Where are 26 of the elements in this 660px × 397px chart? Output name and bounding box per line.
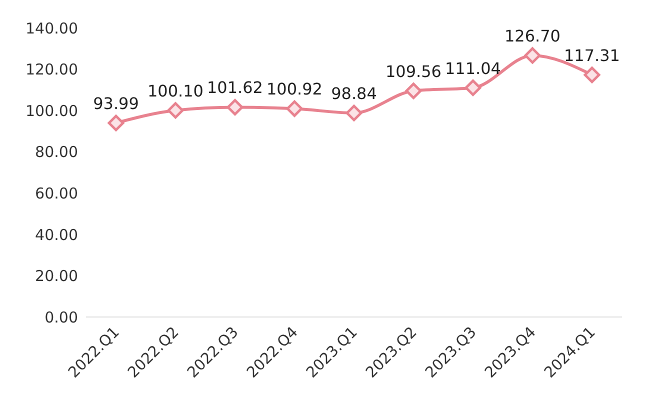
y-tick-label: 140.00: [26, 19, 78, 38]
y-tick-label: 40.00: [35, 226, 78, 244]
data-label: 100.10: [148, 81, 204, 100]
y-tick-label: 100.00: [26, 102, 78, 120]
point: [464, 80, 482, 96]
point: [524, 47, 541, 64]
data-label: 98.84: [331, 84, 377, 103]
data-label: 126.70: [504, 26, 560, 46]
y-tick-label: 80.00: [35, 143, 78, 162]
data-label: 109.56: [386, 62, 442, 81]
point: [108, 114, 124, 132]
point: [346, 104, 362, 122]
point: [405, 82, 422, 100]
data-label: 101.62: [207, 78, 263, 98]
data-label: 111.04: [445, 58, 501, 78]
y-tick-label: 0.00: [44, 308, 78, 326]
y-tick-label: 120.00: [26, 60, 78, 79]
point: [286, 100, 303, 117]
data-label: 100.92: [266, 80, 322, 99]
point: [167, 102, 184, 119]
data-label: 117.31: [564, 46, 620, 65]
y-tick-label: 60.00: [35, 184, 78, 202]
data-label: 93.99: [93, 94, 139, 113]
point: [584, 66, 600, 84]
point: [226, 98, 244, 116]
y-tick-label: 20.00: [35, 267, 78, 286]
